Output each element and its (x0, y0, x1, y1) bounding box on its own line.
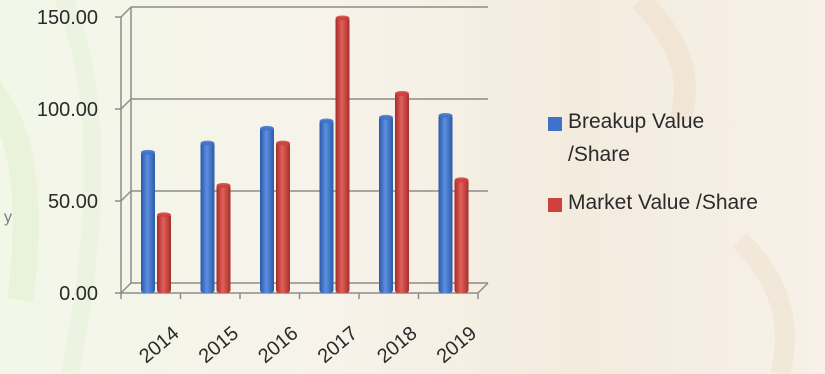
x-axis-depth-edge (477, 282, 489, 294)
chart-legend: Breakup Value /Share Market Value /Share (548, 110, 818, 219)
legend-label-breakup-line2: /Share (568, 143, 630, 166)
bar-market-2019 (454, 177, 469, 293)
y-tick-label-0: 0.00 (59, 283, 98, 305)
x-tick-label-2019: 2019 (433, 322, 481, 367)
bar-market-2017 (335, 15, 350, 293)
chart-bars (141, 15, 469, 294)
gridline-side-2 (120, 98, 132, 110)
legend-label-market-line1: Market Value /Share (568, 191, 758, 214)
bar-breakup-2017 (319, 118, 334, 293)
y-axis-tick-labels: 0.00 50.00 100.00 150.00 (37, 7, 98, 305)
y-tick-label-3: 150.00 (37, 7, 98, 29)
svg-text:y: y (4, 209, 12, 226)
chart-axes (115, 7, 489, 299)
bar-market-2016 (276, 140, 290, 293)
x-tick-label-2018: 2018 (373, 322, 421, 367)
bar-breakup-2016 (260, 125, 274, 294)
y-tick-label-2: 100.00 (37, 99, 98, 121)
legend-label-breakup: Breakup Value /Share (568, 105, 704, 171)
bar-market-2015 (216, 182, 231, 293)
chart-gridlines (120, 6, 488, 294)
bar-breakup-2018 (379, 114, 393, 293)
gridline-side-0 (120, 282, 132, 294)
x-tick-label-2017: 2017 (314, 322, 362, 367)
legend-swatch-breakup (548, 117, 562, 131)
gridline-side-1 (120, 190, 132, 202)
x-tick-label-2016: 2016 (254, 322, 302, 367)
y-tick-label-1: 50.00 (48, 191, 98, 213)
legend-label-breakup-line1: Breakup Value (568, 110, 705, 133)
bar-breakup-2019 (438, 113, 453, 294)
gridline-side-3 (120, 6, 132, 18)
x-axis-tick-labels: 2014 2015 2016 2017 2018 2019 (135, 322, 481, 367)
bar-breakup-2015 (200, 140, 215, 293)
legend-item-market: Market Value /Share (548, 191, 818, 219)
x-tick-label-2014: 2014 (135, 322, 183, 367)
bar-market-2014 (157, 212, 171, 293)
legend-item-breakup: Breakup Value /Share (548, 110, 818, 171)
bar-market-2018 (395, 90, 409, 293)
x-tick-label-2015: 2015 (195, 322, 243, 367)
bar-breakup-2014 (141, 149, 155, 293)
legend-swatch-market (548, 198, 562, 212)
legend-label-market: Market Value /Share (568, 186, 758, 219)
